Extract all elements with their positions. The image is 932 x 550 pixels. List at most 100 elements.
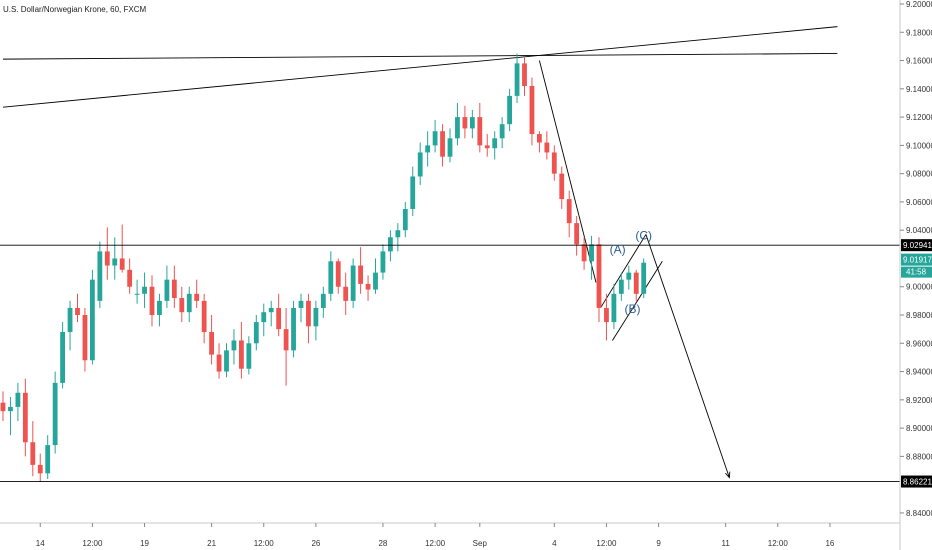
candle-body (8, 406, 13, 412)
y-tick-label: 9.14000 (906, 85, 932, 94)
x-tick-label: 12:00 (254, 539, 275, 548)
x-tick-label: 4 (552, 539, 557, 548)
candle-body (239, 340, 244, 369)
price-levels: 9.02941 9.01917 8.86221 41:58 (0, 239, 932, 488)
candle-body (343, 286, 349, 301)
candle-body (462, 117, 468, 129)
candle-body (514, 63, 520, 96)
candle-body (119, 258, 125, 270)
x-tick-label: 11 (721, 539, 730, 548)
y-tick-label: 8.96000 (906, 339, 932, 348)
candle-body (596, 244, 602, 308)
candle-body (551, 152, 557, 174)
y-tick-label: 9.08000 (906, 170, 932, 179)
x-tick-label: 21 (207, 539, 216, 548)
candle-body (22, 392, 28, 443)
x-tick-label: 19 (140, 539, 149, 548)
wave-label: (C) (635, 228, 652, 242)
candle-body (440, 131, 445, 157)
wave-labels: (A) (B) (C) (610, 228, 652, 316)
price-badge (901, 253, 932, 266)
candle-body (380, 251, 386, 273)
x-axis: 14 12:00 19 21 12:00 26 28 12:00 Sep 4 12:00 9 11 12:… (0, 522, 900, 548)
candle-body (142, 286, 147, 294)
price-badge-label: 8.86221 (903, 478, 932, 487)
candle-body (291, 307, 296, 351)
candle-body (507, 95, 512, 125)
x-tick-label: 14 (36, 539, 45, 548)
y-axis: 9.20000 9.18000 9.16000 9.14000 9.12000 9.100… (899, 0, 932, 550)
x-tick-label: 9 (656, 539, 661, 548)
candle-body (373, 272, 378, 290)
candle-body (75, 307, 80, 316)
candle-body (581, 244, 587, 262)
candle-body (618, 279, 624, 294)
candle-body (164, 279, 170, 301)
candle-body (447, 138, 453, 157)
candle-body (134, 293, 140, 295)
candle-body (224, 350, 229, 372)
candle-body (67, 307, 73, 332)
candle-body (574, 223, 580, 245)
candle-body (335, 261, 341, 287)
candle-body (30, 442, 36, 465)
candle-body (194, 293, 200, 301)
y-tick-label: 9.04000 (906, 226, 932, 235)
candle-body (633, 272, 639, 294)
trendline (2, 53, 838, 60)
candle-body (0, 402, 6, 412)
wave-label: (A) (610, 243, 626, 257)
chart-title: U.S. Dollar/Norwegian Krone, 60, FXCM (3, 5, 147, 14)
candle-body (537, 134, 542, 143)
price-badge-label: 9.02941 (903, 241, 932, 250)
x-tick-label: 12:00 (82, 539, 103, 548)
y-tick-label: 8.90000 (906, 424, 932, 433)
x-tick-label: 12:00 (596, 539, 617, 548)
x-tick-label: 12:00 (768, 539, 789, 548)
price-badge-label: 9.01917 (903, 256, 932, 265)
candle-body (358, 265, 363, 284)
candle-body (492, 138, 498, 149)
x-tick-label: 28 (378, 539, 387, 548)
trendline (538, 60, 597, 283)
countdown-label: 41:58 (906, 268, 927, 277)
candle-body (82, 315, 88, 361)
candle-body (611, 293, 617, 323)
candle-body (402, 208, 408, 231)
candle-body (149, 286, 155, 316)
candle-body (231, 340, 237, 351)
candle-body (104, 251, 110, 266)
candle-body (529, 85, 535, 135)
candle-body (320, 293, 326, 308)
candle-body (216, 354, 222, 372)
y-tick-label: 9.06000 (906, 198, 932, 207)
candles (0, 53, 647, 482)
candle-body (559, 173, 565, 200)
candle-body (522, 63, 527, 86)
candle-body (641, 262, 647, 294)
candle-body (45, 445, 51, 474)
y-tick-label: 8.84000 (906, 509, 932, 518)
candle-body (201, 300, 207, 332)
candle-body (477, 117, 483, 146)
candle-body (469, 117, 475, 129)
y-tick-label: 8.92000 (906, 396, 932, 405)
arrowhead (725, 471, 731, 479)
trendline (612, 261, 663, 341)
candle-body (15, 392, 21, 407)
candle-body (604, 307, 609, 323)
candle-body (328, 261, 334, 294)
x-tick-label: 16 (825, 539, 834, 548)
y-tick-label: 8.88000 (906, 452, 932, 461)
y-tick-label: 8.94000 (906, 368, 932, 377)
candle-body (365, 283, 371, 290)
candle-body (484, 145, 490, 149)
y-tick-label: 9.18000 (906, 28, 932, 37)
wave-label: (B) (625, 302, 641, 316)
candle-body (157, 300, 162, 316)
candle-body (313, 307, 319, 327)
price-badge (901, 239, 932, 252)
y-tick-label: 9.10000 (906, 141, 932, 150)
y-tick-label: 9.12000 (906, 113, 932, 122)
